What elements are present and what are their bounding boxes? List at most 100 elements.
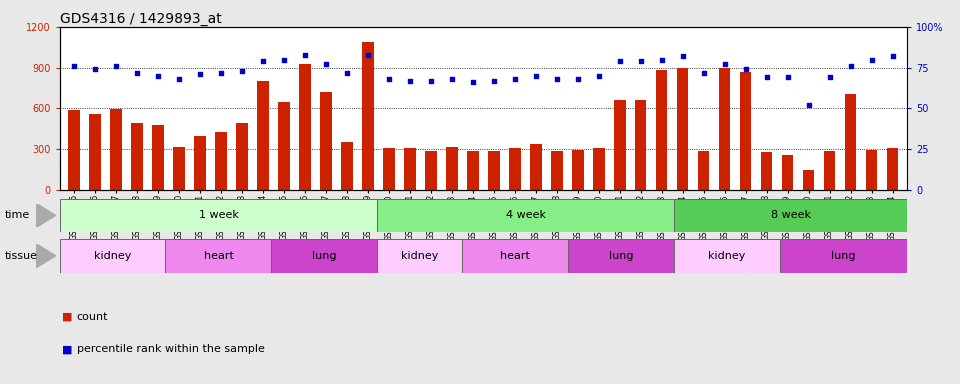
Bar (845, 94, 856, 190)
Bar (404, 148, 416, 190)
Point (466, 79, 481, 86)
Point (843, 63, 858, 69)
Bar (341, 142, 352, 190)
Bar (377, 239, 462, 273)
Bar (674, 199, 907, 232)
Point (801, 102, 816, 108)
Bar (593, 148, 605, 190)
Polygon shape (36, 204, 56, 227)
Bar (698, 151, 709, 190)
Bar (362, 42, 373, 190)
Bar (551, 151, 563, 190)
Point (192, 71, 207, 77)
Point (172, 76, 187, 82)
Text: tissue: tissue (5, 251, 37, 261)
Bar (446, 147, 458, 190)
Text: lung: lung (312, 251, 337, 261)
Point (360, 51, 375, 58)
Bar (89, 114, 101, 190)
Point (130, 70, 145, 76)
Bar (468, 151, 479, 190)
Bar (321, 92, 332, 190)
Bar (803, 170, 814, 190)
Bar (568, 239, 674, 273)
Point (381, 76, 396, 82)
Point (528, 73, 543, 79)
Point (717, 61, 732, 68)
Bar (60, 239, 165, 273)
Point (675, 53, 690, 59)
Bar (462, 239, 568, 273)
Bar (132, 123, 143, 190)
Bar (488, 151, 499, 190)
Bar (300, 64, 311, 190)
Text: ■: ■ (62, 312, 73, 322)
Point (66, 63, 82, 69)
Point (654, 56, 669, 63)
Point (213, 70, 228, 76)
Bar (215, 132, 227, 190)
Point (255, 58, 271, 64)
Text: heart: heart (204, 251, 233, 261)
Bar (68, 110, 80, 190)
Point (591, 73, 607, 79)
Bar (165, 239, 272, 273)
Bar (656, 70, 667, 190)
Bar (509, 148, 520, 190)
Text: 1 week: 1 week (199, 210, 238, 220)
Point (339, 70, 354, 76)
Bar (866, 150, 877, 190)
Bar (174, 147, 185, 190)
Point (864, 56, 879, 63)
Bar (719, 68, 731, 190)
Bar (278, 102, 290, 190)
Point (570, 76, 586, 82)
Bar (377, 199, 674, 232)
Point (759, 74, 775, 81)
Bar (780, 239, 907, 273)
Bar (153, 125, 164, 190)
Text: 4 week: 4 week (506, 210, 545, 220)
Text: GDS4316 / 1429893_at: GDS4316 / 1429893_at (60, 12, 221, 26)
Bar (257, 81, 269, 190)
Point (402, 78, 418, 84)
Text: lung: lung (831, 251, 856, 261)
Polygon shape (36, 244, 56, 268)
Bar (272, 239, 377, 273)
Bar (60, 199, 377, 232)
Text: kidney: kidney (401, 251, 439, 261)
Point (507, 76, 522, 82)
Bar (635, 100, 646, 190)
Bar (781, 155, 793, 190)
Point (298, 51, 313, 58)
Point (319, 61, 334, 68)
Bar (674, 239, 780, 273)
Point (738, 66, 754, 73)
Text: time: time (5, 210, 30, 220)
Point (444, 76, 460, 82)
Point (108, 63, 124, 69)
Point (633, 58, 648, 64)
Bar (761, 152, 773, 190)
Text: percentile rank within the sample: percentile rank within the sample (77, 344, 265, 354)
Bar (194, 136, 205, 190)
Point (549, 76, 564, 82)
Bar (740, 72, 752, 190)
Point (151, 73, 166, 79)
Point (423, 78, 439, 84)
Point (696, 70, 711, 76)
Point (612, 58, 628, 64)
Text: kidney: kidney (708, 251, 746, 261)
Bar (530, 144, 541, 190)
Point (87, 66, 103, 73)
Point (234, 68, 250, 74)
Point (780, 74, 795, 81)
Point (822, 74, 837, 81)
Text: ■: ■ (62, 344, 73, 354)
Bar (824, 151, 835, 190)
Bar (677, 68, 688, 190)
Text: 8 week: 8 week (771, 210, 810, 220)
Bar (236, 123, 248, 190)
Bar (887, 148, 899, 190)
Text: kidney: kidney (94, 251, 132, 261)
